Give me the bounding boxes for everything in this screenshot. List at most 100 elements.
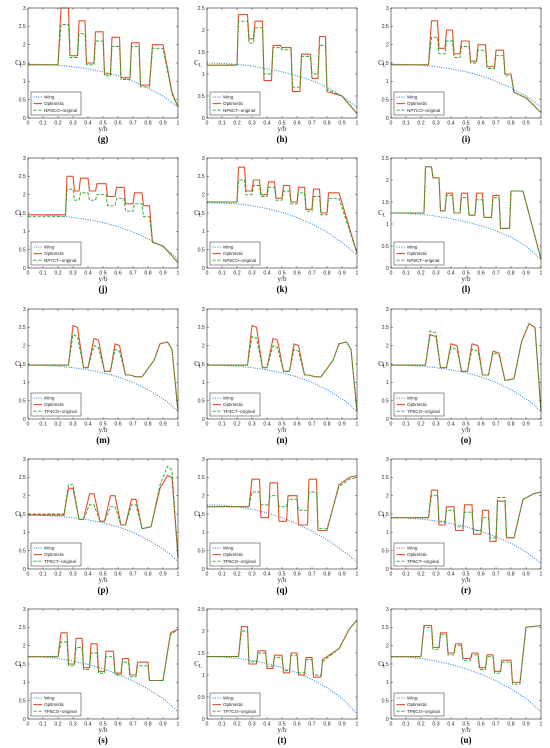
x-tick-label: 0.4: [84, 271, 91, 277]
x-tick-label: 0.3: [69, 422, 76, 428]
x-tick-label: 0.3: [432, 422, 439, 428]
legend-label: Wing: [223, 245, 234, 250]
panel-label: (q): [277, 585, 288, 595]
x-tick-label: 0.9: [522, 271, 529, 277]
x-tick-label: 0.7: [129, 121, 136, 127]
y-tick-label: 2: [23, 493, 26, 499]
y-tick-label: 2.5: [19, 174, 26, 180]
x-tick-label: 0.8: [323, 572, 330, 578]
x-tick-label: 0: [390, 271, 393, 277]
x-tick-label: 0.4: [263, 422, 270, 428]
x-tick-label: 0.9: [159, 121, 166, 127]
legend-label: Optimistic: [407, 251, 428, 256]
x-tick-label: 0.3: [248, 121, 255, 127]
x-tick-label: 0.8: [144, 271, 151, 277]
x-tick-label: 0.1: [402, 121, 409, 127]
y-tick-label: 1: [386, 222, 389, 228]
legend-label: Optimistic: [223, 402, 244, 407]
x-tick-label: 0.8: [323, 722, 330, 728]
x-tick-label: 0.1: [39, 572, 46, 578]
y-axis-label: CL: [15, 510, 23, 520]
x-tick-label: 0.5: [99, 271, 106, 277]
series-line-optimistic: [207, 14, 358, 114]
legend-label: Wing: [223, 696, 234, 701]
y-tick-label: 0: [386, 266, 389, 272]
x-tick-label: 1: [356, 422, 359, 428]
x-tick-label: 0.4: [447, 572, 454, 578]
y-tick-label: 0: [23, 567, 26, 573]
chart-panel-u: 0 0.1 0.2 0.3 0.4 0.5 0.6 0.7 0.8 0.9 1 0 0.5 1 1.5 2 2.…: [378, 607, 542, 745]
series-line-tp4co-original: [28, 334, 179, 412]
x-tick-label: 0.4: [84, 422, 91, 428]
y-tick-label: 1: [23, 680, 26, 686]
x-tick-label: 0.6: [477, 422, 484, 428]
x-tick-label: 0: [27, 121, 30, 127]
series-line-tp7co-original: [207, 619, 358, 676]
y-tick-label: 2.5: [382, 325, 389, 331]
legend-label: Wing: [44, 696, 55, 701]
x-tick-label: 0.5: [278, 271, 285, 277]
chart-panel-h: 0 0.1 0.2 0.3 0.4 0.5 0.6 0.7 0.8 0.9 1 0 0.5 1 1.5 2 2.…: [194, 6, 358, 144]
y-tick-label: 2: [23, 643, 26, 649]
x-tick-label: 0.7: [308, 271, 315, 277]
y-tick-label: 1: [386, 79, 389, 85]
y-tick-label: 1.5: [19, 61, 26, 67]
legend-label: Optimistic: [44, 552, 65, 557]
x-tick-label: 0.2: [417, 422, 424, 428]
y-tick-label: 2.5: [19, 475, 26, 481]
x-tick-label: 1: [540, 722, 543, 728]
y-tick-label: 0: [386, 567, 389, 573]
legend-label: Optimistic: [223, 702, 244, 707]
x-tick-label: 0.5: [99, 422, 106, 428]
y-tick-label: 1.5: [19, 662, 26, 668]
x-tick-label: 0.2: [233, 121, 240, 127]
x-tick-label: 0.1: [218, 121, 225, 127]
y-tick-label: 1.5: [382, 662, 389, 668]
y-tick-label: 2.5: [382, 625, 389, 631]
x-tick-label: 0: [27, 722, 30, 728]
x-tick-label: 0.1: [218, 271, 225, 277]
chart-panel-l: 0 0.1 0.2 0.3 0.4 0.5 0.6 0.7 0.8 0.9 1 0 0.5 1 1.5 2 2.…: [378, 156, 542, 294]
x-tick-label: 0.2: [54, 422, 61, 428]
y-tick-label: 1.5: [382, 512, 389, 518]
y-axis-label: CL: [15, 660, 23, 670]
y-tick-label: 3: [23, 156, 26, 162]
y-tick-label: 0.5: [19, 548, 26, 554]
x-tick-label: 0.7: [308, 572, 315, 578]
x-tick-label: 0.4: [447, 271, 454, 277]
y-tick-label: 0: [202, 567, 205, 573]
y-tick-label: 2.5: [198, 607, 205, 613]
x-tick-label: 0.5: [99, 722, 106, 728]
y-axis-label: CL: [378, 360, 386, 370]
chart-panel-s: 0 0.1 0.2 0.3 0.4 0.5 0.6 0.7 0.8 0.9 1 0 0.5 1 1.5 2 2.…: [15, 607, 179, 745]
panel-label: (i): [462, 134, 471, 144]
y-tick-label: 0.5: [198, 398, 205, 404]
x-tick-label: 0: [390, 722, 393, 728]
y-axis-label: CL: [378, 660, 386, 670]
legend-label: NP6CO–original: [44, 108, 77, 113]
x-tick-label: 0.8: [144, 722, 151, 728]
series-line-tp5co-original: [28, 628, 179, 681]
x-tick-label: 0.5: [462, 422, 469, 428]
chart-panel-i: 0 0.1 0.2 0.3 0.4 0.5 0.6 0.7 0.8 0.9 1 0 0.5 1 1.5 2 2.…: [378, 6, 542, 144]
x-tick-label: 0.5: [462, 572, 469, 578]
x-axis-label: y/b: [462, 426, 471, 434]
y-tick-label: 0: [23, 417, 26, 423]
y-tick-label: 2: [386, 493, 389, 499]
x-tick-label: 0.9: [522, 121, 529, 127]
x-tick-label: 0.8: [507, 121, 514, 127]
panel-label: (r): [461, 585, 471, 595]
x-axis-label: y/b: [278, 576, 287, 584]
legend-label: Optimistic: [44, 251, 65, 256]
legend-label: NP8CT–original: [407, 258, 439, 263]
panel-label: (p): [98, 585, 109, 595]
x-tick-label: 0.9: [338, 422, 345, 428]
y-tick-label: 1: [202, 72, 205, 78]
x-tick-label: 0.9: [338, 271, 345, 277]
panel-label: (l): [462, 284, 471, 294]
y-tick-label: 0.5: [19, 398, 26, 404]
y-axis-label: CL: [194, 59, 202, 69]
y-tick-label: 1.5: [382, 362, 389, 368]
x-tick-label: 0.2: [54, 271, 61, 277]
y-tick-label: 3: [23, 607, 26, 613]
